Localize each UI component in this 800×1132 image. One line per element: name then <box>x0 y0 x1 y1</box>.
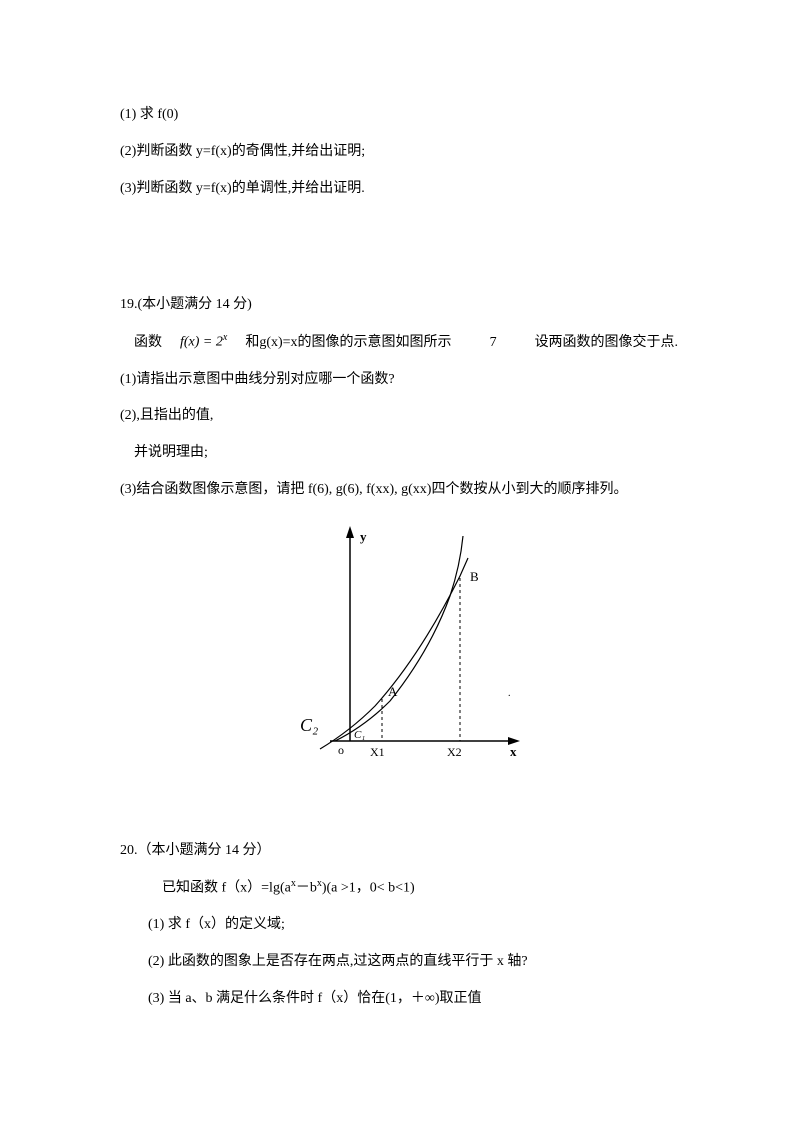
label-C1: C₁ <box>354 729 365 741</box>
q19-line1-pre: 函数 <box>120 328 162 359</box>
q20-header: 20.（本小题满分 14 分） <box>120 836 680 867</box>
q18-part2: (2)判断函数 y=f(x)的奇偶性,并给出证明; <box>120 137 680 168</box>
chart-container: y x o A B C₂ C₁ X1 X2 . <box>120 516 680 776</box>
label-A: A <box>388 684 398 699</box>
gap-1 <box>120 210 680 290</box>
label-x: x <box>510 744 517 759</box>
q19-part3: (3)结合函数图像示意图，请把 f(6), g(6), f(xx), g(xx)… <box>120 475 680 506</box>
gap-2 <box>120 796 680 836</box>
q19-seven: 7 <box>476 328 497 359</box>
q19-formula-line: 函数 f(x) = 2x 和g(x)=x的图像的示意图如图所示 7 设两函数的图… <box>120 327 680 358</box>
label-B: B <box>470 569 479 584</box>
q20-given: 已知函数 f（x）=lg(ax－bx)(a >1，0< b<1) <box>120 873 680 904</box>
curve-c2 <box>335 536 463 741</box>
label-dot: . <box>508 688 511 699</box>
q18-part1: (1) 求 f(0) <box>120 100 680 131</box>
q19-part1: (1)请指出示意图中曲线分别对应哪一个函数? <box>120 365 680 396</box>
q19-line1-after: 设两函数的图像交于点. <box>521 328 679 359</box>
q18-part3: (3)判断函数 y=f(x)的单调性,并给出证明. <box>120 174 680 205</box>
q19-header: 19.(本小题满分 14 分) <box>120 290 680 321</box>
y-arrow <box>346 526 354 538</box>
label-y: y <box>360 529 367 544</box>
label-o: o <box>338 743 344 757</box>
q19-part2b: 并说明理由; <box>120 438 680 469</box>
label-X1: X1 <box>370 745 385 759</box>
q19-line1-mid: 和g(x)=x的图像的示意图如图所示 <box>231 328 451 359</box>
q20-part1: (1) 求 f（x）的定义域; <box>120 910 680 941</box>
q20-part2: (2) 此函数的图象上是否存在两点,过这两点的直线平行于 x 轴? <box>120 947 680 978</box>
q20-part3: (3) 当 a、b 满足什么条件时 f（x）恰在(1，＋∞)取正值 <box>120 984 680 1015</box>
curve-c1 <box>320 558 468 749</box>
label-X2: X2 <box>447 745 462 759</box>
q19-part2: (2),且指出的值, <box>120 401 680 432</box>
q19-fx: f(x) = 2x <box>166 327 227 358</box>
label-C2: C₂ <box>300 715 318 735</box>
function-chart: y x o A B C₂ C₁ X1 X2 . <box>270 516 530 776</box>
